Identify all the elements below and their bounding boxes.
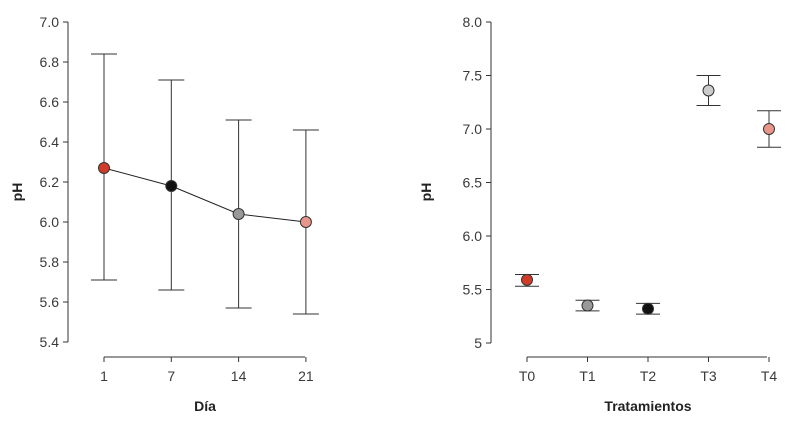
data-point <box>702 84 715 97</box>
y-tick-label: 5.8 <box>40 254 60 270</box>
y-axis-title: pH <box>9 183 25 202</box>
y-tick-label: 6.2 <box>40 174 60 190</box>
y-tick-label: 8.0 <box>463 14 483 30</box>
x-tick-label: T1 <box>579 368 596 384</box>
y-tick-label: 7.0 <box>40 14 60 30</box>
chart-ph-by-day: 5.4 5.6 5.8 6.0 6.2 6.4 6.6 6.8 7.0 1 7 14 21 Día pH <box>9 14 319 414</box>
y-tick-label: 6.5 <box>463 175 483 191</box>
x-tick-label: T4 <box>761 368 778 384</box>
x-tick-label: T3 <box>700 368 717 384</box>
data-point <box>642 302 654 315</box>
y-tick-label: 6.0 <box>463 228 483 244</box>
x-tick-label: T2 <box>640 368 657 384</box>
data-point <box>763 123 775 135</box>
chart-ph-by-treatment: 5 5.5 6.0 6.5 7.0 7.5 8.0 T0 T1 T2 T3 T4 Tratamiento… <box>418 14 781 414</box>
x-axis-title: Tratamientos <box>604 398 691 414</box>
x-tick-label: 1 <box>100 368 108 384</box>
y-axis-title: pH <box>418 183 434 202</box>
y-tick-label: 6.6 <box>40 94 60 110</box>
x-tick-label: 7 <box>167 368 175 384</box>
y-tick-label: 6.8 <box>40 54 60 70</box>
x-tick-label: 14 <box>231 368 247 384</box>
y-tick-label: 6.0 <box>40 214 60 230</box>
data-point <box>232 208 245 220</box>
series-line <box>103 167 306 223</box>
data-point <box>299 216 312 228</box>
data-point <box>165 180 178 192</box>
x-tick-label: T0 <box>519 368 536 384</box>
y-tick-label: 5.5 <box>463 282 483 298</box>
x-tick-label: 21 <box>298 368 314 384</box>
y-tick-label: 5.6 <box>40 294 60 310</box>
y-tick-label: 6.4 <box>40 134 60 150</box>
data-point <box>98 162 110 174</box>
y-tick-label: 7.0 <box>463 121 483 137</box>
x-axis-title: Día <box>194 398 216 414</box>
y-tick-label: 5 <box>474 335 482 351</box>
data-point <box>521 273 533 286</box>
y-tick-label: 7.5 <box>463 68 483 84</box>
y-tick-label: 5.4 <box>40 334 60 350</box>
data-point <box>581 299 594 312</box>
